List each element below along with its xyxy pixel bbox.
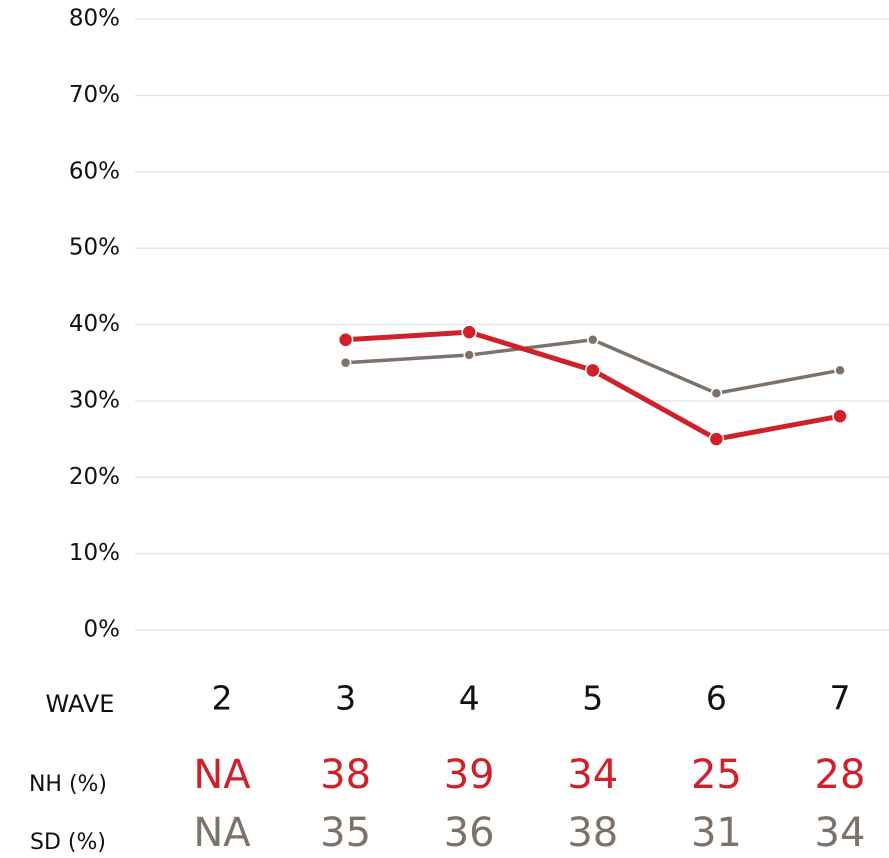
data-point [708,431,725,447]
y-tick-label: 40% [69,311,120,337]
value-label: 28 [815,752,866,798]
data-point [710,387,723,399]
y-tick-label: 10% [69,540,120,566]
value-label: 34 [815,810,866,856]
y-tick-label: 0% [84,617,121,643]
value-label: 38 [567,810,618,856]
value-label: 39 [444,752,495,798]
data-point [337,332,354,348]
value-label: NA [193,810,251,856]
data-point [463,349,475,361]
y-tick-label: 60% [69,158,120,184]
row-label: NH (%) [29,772,107,797]
value-label: 35 [320,810,371,856]
data-point [587,334,599,346]
x-axis-label: WAVE [46,690,115,718]
x-tick-label: 7 [830,679,851,718]
x-tick-label: 3 [335,679,356,718]
value-label: 25 [691,752,742,798]
value-label: 34 [567,752,618,798]
data-point [339,356,352,369]
x-tick-label: 2 [212,679,233,718]
x-tick-label: 6 [706,679,727,718]
y-tick-label: 20% [69,464,120,490]
x-tick-label: 5 [582,679,603,718]
value-label: 38 [320,752,371,798]
row-label: SD (%) [30,830,106,855]
x-tick-label: 4 [459,679,480,718]
value-label: NA [193,752,251,798]
y-tick-label: 70% [69,82,120,108]
data-point [461,324,477,340]
value-label: 36 [444,810,495,856]
y-tick-label: 50% [69,235,120,261]
y-tick-label: 30% [69,387,120,413]
data-point [834,364,846,377]
data-point [585,362,601,379]
value-label: 31 [691,810,742,856]
data-point [832,408,848,424]
y-tick-label: 80% [69,6,120,32]
